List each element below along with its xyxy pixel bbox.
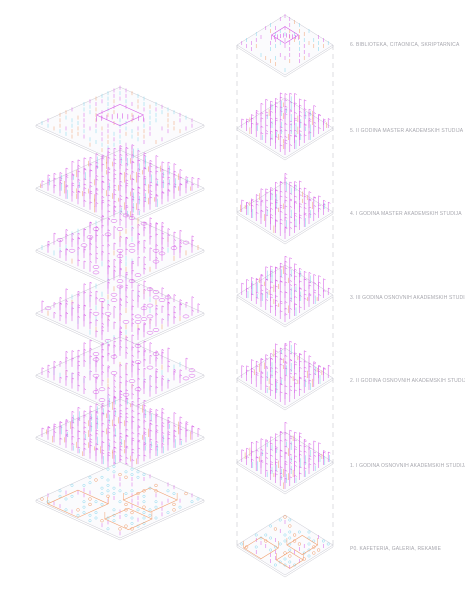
right-floor-3: [236, 255, 334, 328]
right-floor-6: [236, 14, 334, 78]
left-floor-1: [35, 390, 205, 478]
right-floor-2: [236, 340, 334, 411]
floor-label-4: 4. I GODINA MASTER AKADEMSKIH STUDIJA: [350, 211, 462, 217]
floor-label-3: 3. III GODINA OSNOVNIH AKADEMSKIH STUDIJ…: [350, 295, 465, 301]
right-floor-4: [236, 173, 334, 245]
floor-label-1: 1. I GODINA OSNOVNIH AKADEMSKIH STUDIJA: [350, 463, 465, 469]
right-floor-5: [236, 92, 334, 161]
floor-label-p0: P0. KAFETERIA, GALERIA, REKAMIE: [350, 546, 442, 552]
right-floor-stack: [236, 14, 334, 578]
right-floor-p0: [236, 514, 334, 578]
left-floor-3: [35, 268, 205, 354]
left-floor-stack: [35, 85, 205, 541]
left-floor-p0: [35, 461, 205, 541]
left-floor-5: [35, 144, 205, 229]
floor-label-6: 6. BIBLIOTEKA, CITAONICA, SKRIPTARNICA: [350, 42, 460, 48]
floor-label-5: 5. II GODINA MASTER AKADEMSKIH STUDIJA: [350, 128, 464, 134]
floor-label-2: 2. II GODINA OSNOVNIH AKADEMSKIH STUDIJA: [350, 378, 465, 384]
right-floor-1: [236, 421, 334, 495]
